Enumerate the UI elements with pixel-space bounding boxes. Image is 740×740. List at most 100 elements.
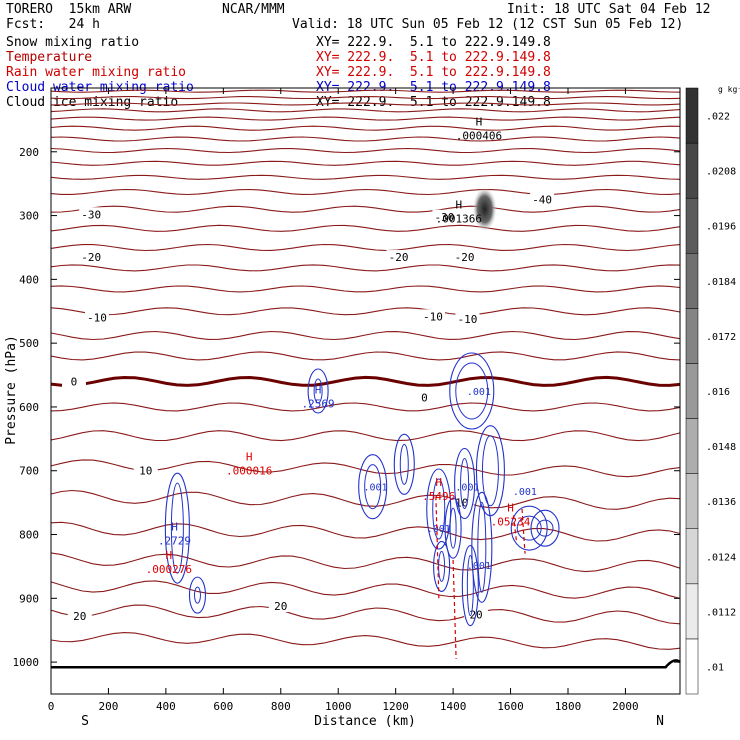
temperature-isotherm — [50, 580, 681, 599]
isotherm-label: -10 — [458, 313, 478, 326]
colorbar-swatch — [685, 473, 699, 529]
isotherm-label: -20 — [389, 251, 409, 264]
isotherm-label-bg — [452, 250, 477, 264]
colorbar-swatch — [685, 583, 699, 640]
init-label: Init: 18 UTC Sat 04 Feb 12 — [507, 2, 711, 17]
isotherm-label: 0 — [421, 391, 428, 404]
cloud-water-contour — [481, 435, 499, 507]
isotherm-label-bg — [268, 598, 293, 612]
cloud-water-contour — [461, 545, 479, 627]
rain-water-contour — [452, 560, 457, 659]
temperature-isotherm — [50, 108, 681, 113]
cloud-water-contour — [399, 443, 409, 485]
temperature-isotherm — [50, 285, 681, 293]
x-tick-label: 2000 — [612, 700, 639, 713]
extremum-value: .000276 — [146, 563, 192, 576]
extremum-value: .001366 — [436, 212, 482, 225]
cloud-water-label: .001 — [427, 524, 451, 535]
cloud-water-contour — [364, 464, 382, 510]
temperature-isotherm — [50, 205, 681, 213]
extremum-marker: H — [507, 501, 514, 514]
isotherm-label-bg — [61, 374, 86, 388]
isotherm-label-bg — [455, 311, 480, 325]
colorbar-tick-label: .0124 — [706, 552, 736, 563]
colorbar-unit: g kg⁻¹ — [718, 85, 740, 94]
field-name: Rain water mixing ratio — [6, 65, 187, 80]
cloud-water-contour — [536, 519, 554, 537]
isotherm-label: -20 — [455, 251, 475, 264]
x-tick-label: 0 — [48, 700, 55, 713]
colorbar-swatch — [685, 638, 699, 695]
field-xy: XY= 222.9. 5.1 to 222.9.149.8 — [316, 65, 551, 80]
temperature-isotherm — [50, 125, 681, 131]
isotherm-label-bg — [432, 209, 457, 223]
x-end-right: N — [656, 714, 664, 729]
y-tick-label: 500 — [19, 337, 39, 350]
extremum-value: .000406 — [456, 129, 502, 142]
x-axis-label: Distance (km) — [314, 714, 416, 729]
cloud-water-label: .001 — [467, 387, 491, 398]
cloud-water-contour — [170, 482, 184, 574]
cloud-water-contour — [444, 497, 462, 559]
cloud-water-contour — [449, 352, 495, 430]
x-tick-label: 1000 — [325, 700, 352, 713]
isotherm-label-bg — [79, 207, 104, 221]
cloud-water-contour — [164, 472, 190, 584]
model-label: TORERO 15km ARW — [6, 2, 132, 17]
x-tick-label: 1400 — [440, 700, 467, 713]
cloud-water-contour — [358, 454, 388, 520]
isotherm-label-bg — [84, 310, 109, 324]
y-tick-label: 200 — [19, 146, 39, 159]
temperature-isotherm — [50, 521, 681, 542]
colorbar-swatch — [685, 363, 699, 419]
x-end-left: S — [81, 714, 89, 729]
x-tick-label: 1200 — [382, 700, 409, 713]
x-tick-label: 600 — [213, 700, 233, 713]
x-tick-label: 1600 — [497, 700, 524, 713]
rain-water-contour — [435, 496, 440, 599]
x-tick-label: 800 — [271, 700, 291, 713]
temperature-isotherm — [50, 604, 681, 625]
cloud-water-contour — [426, 468, 452, 550]
valid-label: Valid: 18 UTC Sun 05 Feb 12 (12 CST Sun … — [292, 17, 684, 32]
temperature-isotherm — [50, 264, 681, 272]
isotherm-label: 20 — [274, 600, 287, 613]
temperature-isotherm — [50, 188, 681, 196]
cloud-water-label: .001 — [364, 483, 388, 494]
field-name: Temperature — [6, 50, 93, 65]
cloud-water-contour — [313, 378, 323, 404]
extremum-marker: H — [456, 198, 463, 211]
y-tick-label: 600 — [19, 401, 39, 414]
isotherm-label: -30 — [81, 208, 101, 221]
cloud-water-contour — [471, 491, 493, 603]
colorbar-swatch — [685, 197, 699, 254]
y-tick-label: 300 — [19, 210, 39, 223]
center-label: NCAR/MMM — [222, 2, 285, 17]
colorbar-tick-label: .0184 — [706, 277, 736, 288]
temperature-isotherm — [50, 330, 681, 341]
isotherm-label: 20 — [73, 610, 86, 623]
temperature-isotherm — [50, 160, 681, 166]
temperature-isotherm — [50, 147, 681, 154]
temperature-isotherm — [50, 96, 681, 100]
field-xy: XY= 222.9. 5.1 to 222.9.149.8 — [316, 35, 551, 50]
y-tick-label: 800 — [19, 529, 39, 542]
temperature-isotherm — [50, 307, 681, 316]
colorbar-tick-label: .01 — [706, 662, 724, 673]
ground-surface — [51, 659, 681, 669]
colorbar-swatch — [685, 418, 699, 474]
temperature-isotherm — [50, 430, 681, 442]
temperature-isotherm — [50, 489, 681, 510]
isotherm-label: -30 — [435, 211, 455, 224]
cloud-water-contour — [193, 586, 201, 604]
temperature-isotherm — [50, 402, 681, 412]
extremum-value: .2569 — [302, 397, 335, 410]
cloud-water-contour — [510, 505, 548, 551]
field-xy: XY= 222.9. 5.1 to 222.9.149.8 — [316, 95, 551, 110]
y-tick-label: 1000 — [13, 656, 40, 669]
cloud-water-contour — [455, 362, 489, 420]
temperature-isotherm — [51, 102, 681, 106]
isotherm-label: 10 — [139, 465, 152, 478]
cloud-water-contour — [477, 501, 487, 593]
